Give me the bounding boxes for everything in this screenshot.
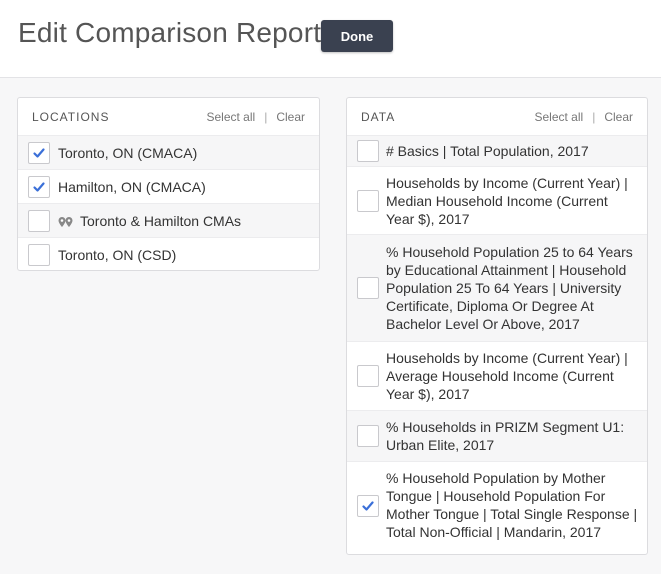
data-checkbox-prizm-urban-elite[interactable] [357,425,379,447]
location-item[interactable]: Toronto, ON (CMACA) [18,135,319,169]
data-item-label: % Households in PRIZM Segment U1: Urban … [386,419,625,453]
page-header: Edit Comparison Report Done [0,0,661,78]
location-item[interactable]: Hamilton, ON (CMACA) [18,169,319,203]
location-label: Hamilton, ON (CMACA) [58,179,206,195]
checkmark-icon [33,182,45,192]
page-title: Edit Comparison Report [18,17,322,48]
data-actions: Select all | Clear [534,110,633,124]
data-actions-separator: | [592,110,596,124]
location-item[interactable]: Toronto & Hamilton CMAs [18,203,319,237]
data-item-label: # Basics | Total Population, 2017 [386,143,589,159]
data-clear-link[interactable]: Clear [604,110,633,124]
data-checkbox-mother-tongue-mandarin[interactable] [357,495,379,517]
locations-clear-link[interactable]: Clear [276,110,305,124]
data-item[interactable]: % Households in PRIZM Segment U1: Urban … [347,410,647,461]
data-panel-title: DATA [361,110,396,124]
location-checkbox-toronto-csd[interactable] [28,244,50,266]
checkmark-icon [362,501,374,511]
locations-actions-separator: | [264,110,268,124]
data-item-label: % Household Population by Mother Tongue … [386,470,638,540]
locations-select-all-link[interactable]: Select all [206,110,256,124]
location-checkbox-toronto-cmaca[interactable] [28,142,50,164]
multi-pin-icon [58,217,73,227]
data-item-label: Households by Income (Current Year) | Me… [386,175,628,227]
data-item[interactable]: % Household Population 25 to 64 Years by… [347,234,647,341]
data-select-all-link[interactable]: Select all [534,110,584,124]
locations-panel: LOCATIONS Select all | Clear Toronto, ON… [17,97,320,271]
location-label: Toronto & Hamilton CMAs [80,213,242,229]
data-checkbox-average-household-income[interactable] [357,365,379,387]
checkmark-icon [33,148,45,158]
done-button[interactable]: Done [321,20,393,52]
locations-actions: Select all | Clear [206,110,305,124]
locations-panel-header: LOCATIONS Select all | Clear [18,98,319,135]
data-panel-header: DATA Select all | Clear [347,98,647,135]
data-item[interactable]: Households by Income (Current Year) | Me… [347,166,647,234]
location-label: Toronto, ON (CSD) [58,247,177,263]
data-checkbox-university-degree[interactable] [357,277,379,299]
data-item-label: % Household Population 25 to 64 Years by… [386,244,633,332]
location-checkbox-toronto-hamilton-cmas[interactable] [28,210,50,232]
data-item-label: Households by Income (Current Year) | Av… [386,350,628,402]
data-item[interactable]: Households by Income (Current Year) | Av… [347,341,647,410]
location-label: Toronto, ON (CMACA) [58,145,198,161]
data-panel: DATA Select all | Clear # Basics | Total… [346,97,648,555]
data-checkbox-median-household-income[interactable] [357,190,379,212]
location-checkbox-hamilton-cmaca[interactable] [28,176,50,198]
locations-panel-title: LOCATIONS [32,110,110,124]
data-item[interactable]: % Household Population by Mother Tongue … [347,461,647,553]
data-checkbox-total-population[interactable] [357,140,379,162]
location-item[interactable]: Toronto, ON (CSD) [18,237,319,270]
data-item[interactable]: # Basics | Total Population, 2017 [347,135,647,166]
